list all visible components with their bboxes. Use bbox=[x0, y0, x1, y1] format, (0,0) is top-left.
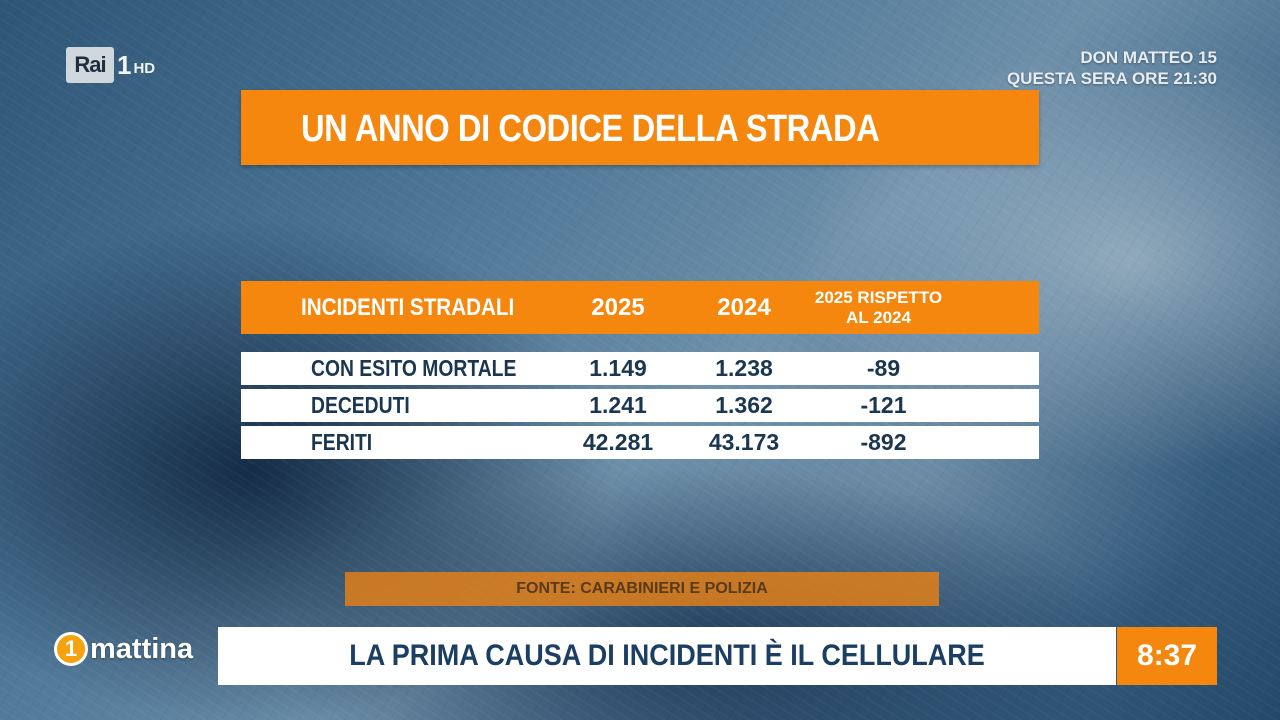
clock-display: 8:37 bbox=[1117, 627, 1217, 685]
show-logo-circle: 1 bbox=[54, 632, 88, 666]
headline-ticker: LA PRIMA CAUSA DI INCIDENTI È IL CELLULA… bbox=[218, 627, 1116, 685]
promo-time: QUESTA SERA ORE 21:30 bbox=[1006, 69, 1217, 88]
row-label: FERITI bbox=[311, 429, 373, 455]
stats-table: INCIDENTI STRADALI 2025 2024 2025 RISPET… bbox=[241, 281, 1039, 463]
table-body: CON ESITO MORTALE 1.149 1.238 -89 DECEDU… bbox=[241, 352, 1039, 459]
row-value-2024: 1.362 bbox=[715, 392, 773, 418]
promo-title: DON MATTEO 15 bbox=[1080, 48, 1217, 67]
header-2024: 2024 bbox=[717, 293, 771, 321]
table-header: INCIDENTI STRADALI 2025 2024 2025 RISPET… bbox=[241, 281, 1039, 334]
program-promo: DON MATTEO 15 QUESTA SERA ORE 21:30 bbox=[1007, 47, 1217, 89]
show-logo: 1 mattina bbox=[54, 632, 193, 666]
row-value-2025: 1.241 bbox=[589, 392, 647, 418]
row-value-2025: 1.149 bbox=[589, 355, 647, 381]
row-difference: -892 bbox=[860, 429, 907, 455]
show-logo-name: mattina bbox=[90, 632, 194, 665]
channel-logo: Rai 1 HD bbox=[66, 47, 155, 83]
rai-logo-box: Rai bbox=[66, 47, 114, 83]
header-difference-line2: AL 2024 bbox=[846, 307, 911, 327]
row-difference: -89 bbox=[866, 355, 901, 381]
row-label: DECEDUTI bbox=[311, 392, 410, 418]
row-label: CON ESITO MORTALE bbox=[311, 355, 517, 381]
header-difference: 2025 RISPETTO AL 2024 bbox=[801, 281, 956, 334]
source-caption: FONTE: CARABINIERI E POLIZIA bbox=[345, 572, 939, 606]
channel-number: 1 bbox=[117, 49, 132, 80]
hd-badge: HD bbox=[133, 59, 156, 77]
row-difference: -121 bbox=[860, 392, 907, 418]
table-row: CON ESITO MORTALE 1.149 1.238 -89 bbox=[241, 352, 1039, 385]
table-row: FERITI 42.281 43.173 -892 bbox=[241, 426, 1039, 459]
page-title: UN ANNO DI CODICE DELLA STRADA bbox=[301, 108, 880, 150]
title-banner: UN ANNO DI CODICE DELLA STRADA bbox=[241, 90, 1039, 165]
headline-text: LA PRIMA CAUSA DI INCIDENTI È IL CELLULA… bbox=[349, 639, 985, 672]
row-value-2024: 1.238 bbox=[715, 355, 773, 381]
header-difference-line1: 2025 RISPETTO bbox=[814, 287, 943, 307]
table-row: DECEDUTI 1.241 1.362 -121 bbox=[241, 389, 1039, 422]
row-value-2024: 43.173 bbox=[708, 429, 780, 455]
header-2025: 2025 bbox=[591, 293, 645, 321]
header-category: INCIDENTI STRADALI bbox=[301, 293, 515, 321]
row-value-2025: 42.281 bbox=[582, 429, 654, 455]
